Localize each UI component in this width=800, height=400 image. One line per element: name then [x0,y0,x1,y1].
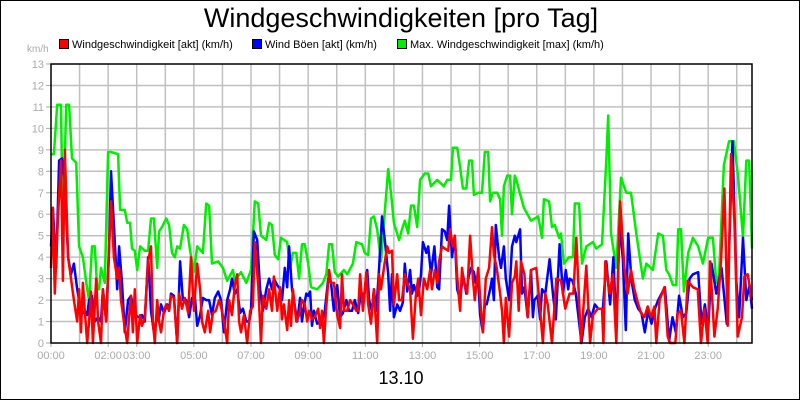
y-tick-label: 1 [38,317,44,329]
x-tick-label: 17:00 [523,350,551,362]
legend-swatch-red [59,39,69,49]
legend-label: Max. Windgeschwindigkeit [max] (km/h) [410,39,604,51]
y-tick-label: 7 [38,188,44,200]
x-tick-label: 09:00 [294,350,322,362]
legend-item-max-speed: Max. Windgeschwindigkeit [max] (km/h) [397,39,604,51]
y-axis-unit: km/h [27,44,49,55]
y-tick-label: 0 [38,338,44,350]
chart-title: Windgeschwindigkeiten [pro Tag] [203,3,599,33]
x-tick-label: 19:00 [580,350,608,362]
x-tick-label: 00:00 [37,350,65,362]
legend-label: Windgeschwindigkeit [akt] (km/h) [72,39,233,51]
y-tick-label: 2 [38,295,44,307]
y-tick-label: 13 [32,59,44,71]
y-tick-label: 9 [38,145,44,157]
x-tick-label: 02:00 [94,350,122,362]
y-tick-label: 10 [32,123,44,135]
legend-item-gusts: Wind Böen [akt] (km/h) [252,39,377,51]
legend-item-wind-speed: Windgeschwindigkeit [akt] (km/h) [59,39,233,51]
legend-swatch-blue [252,39,262,49]
y-tick-label: 12 [32,80,44,92]
y-tick-label: 6 [38,209,44,221]
y-tick-label: 11 [33,102,44,114]
x-tick-label: 15:00 [466,350,494,362]
y-tick-label: 8 [38,166,44,178]
y-tick-label: 3 [38,274,44,286]
y-tick-label: 5 [38,231,44,243]
legend-label: Wind Böen [akt] (km/h) [265,39,377,51]
series-line-max [51,103,754,302]
x-tick-label: 11:00 [352,350,379,362]
plot-border [50,63,753,344]
x-tick-label: 21:00 [637,350,665,362]
x-tick-label: 03:00 [123,350,151,362]
legend-swatch-green [397,39,407,49]
y-tick-label: 4 [38,252,44,264]
x-tick-label: 23:00 [694,350,722,362]
series-line-speed [49,148,754,345]
x-tick-label: 07:00 [237,350,265,362]
x-axis-caption: 13.10 [378,368,424,388]
x-tick-label: 05:00 [180,350,208,362]
x-tick-label: 13:00 [409,350,437,362]
